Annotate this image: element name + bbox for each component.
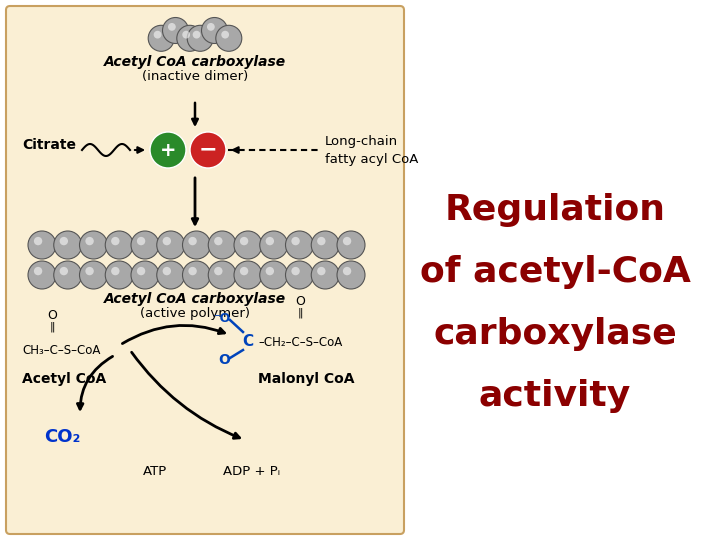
Circle shape	[240, 267, 248, 275]
Circle shape	[60, 267, 68, 275]
Circle shape	[214, 267, 222, 275]
Circle shape	[177, 25, 203, 51]
Text: Acetyl CoA carboxylase: Acetyl CoA carboxylase	[104, 55, 286, 69]
Circle shape	[34, 237, 42, 245]
Circle shape	[163, 267, 171, 275]
Circle shape	[54, 231, 82, 259]
Text: C: C	[243, 334, 253, 349]
Text: ‖: ‖	[297, 307, 302, 318]
Circle shape	[189, 267, 197, 275]
Circle shape	[131, 261, 159, 289]
Circle shape	[153, 31, 161, 38]
Circle shape	[311, 261, 339, 289]
Circle shape	[28, 231, 56, 259]
Text: O: O	[47, 309, 57, 322]
Circle shape	[286, 261, 313, 289]
Text: Acetyl CoA carboxylase: Acetyl CoA carboxylase	[104, 292, 286, 306]
Circle shape	[214, 237, 222, 245]
Text: ‖: ‖	[49, 321, 55, 332]
Text: fatty acyl CoA: fatty acyl CoA	[325, 153, 418, 166]
Circle shape	[182, 231, 210, 259]
Circle shape	[86, 237, 94, 245]
Circle shape	[157, 231, 185, 259]
Text: –CH₂–C–S–CoA: –CH₂–C–S–CoA	[258, 335, 342, 348]
Text: O: O	[218, 353, 230, 367]
Circle shape	[182, 261, 210, 289]
Circle shape	[189, 237, 197, 245]
Circle shape	[208, 261, 236, 289]
Circle shape	[148, 25, 174, 51]
Text: CH₃–C–S–CoA: CH₃–C–S–CoA	[22, 343, 100, 356]
Text: ADP + Pᵢ: ADP + Pᵢ	[223, 465, 281, 478]
Circle shape	[105, 231, 133, 259]
Circle shape	[286, 231, 313, 259]
Circle shape	[193, 31, 200, 38]
Circle shape	[137, 267, 145, 275]
Text: +: +	[160, 140, 176, 159]
Circle shape	[216, 25, 242, 51]
Text: carboxylase: carboxylase	[433, 317, 677, 351]
Circle shape	[260, 231, 288, 259]
Circle shape	[54, 261, 82, 289]
Circle shape	[105, 261, 133, 289]
Circle shape	[163, 237, 171, 245]
Circle shape	[207, 23, 215, 31]
Circle shape	[131, 231, 159, 259]
Circle shape	[202, 17, 228, 44]
Text: CO₂: CO₂	[44, 428, 80, 446]
Text: Long-chain: Long-chain	[325, 136, 398, 148]
Circle shape	[60, 237, 68, 245]
Circle shape	[266, 267, 274, 275]
Circle shape	[292, 237, 300, 245]
Circle shape	[157, 261, 185, 289]
Circle shape	[337, 261, 365, 289]
Circle shape	[260, 261, 288, 289]
Text: ⁻O: ⁻O	[212, 312, 230, 325]
Circle shape	[28, 261, 56, 289]
Circle shape	[79, 261, 107, 289]
Circle shape	[343, 267, 351, 275]
Circle shape	[240, 237, 248, 245]
Circle shape	[292, 267, 300, 275]
Circle shape	[150, 132, 186, 168]
Circle shape	[111, 237, 120, 245]
Text: of acetyl-CoA: of acetyl-CoA	[420, 255, 690, 289]
Text: (inactive dimer): (inactive dimer)	[142, 70, 248, 83]
Circle shape	[137, 237, 145, 245]
Circle shape	[187, 25, 213, 51]
Text: (active polymer): (active polymer)	[140, 307, 250, 320]
Circle shape	[337, 231, 365, 259]
Text: Malonyl CoA: Malonyl CoA	[258, 372, 354, 386]
Circle shape	[182, 31, 190, 38]
Circle shape	[111, 267, 120, 275]
Circle shape	[190, 132, 226, 168]
FancyBboxPatch shape	[6, 6, 404, 534]
Text: −: −	[199, 139, 217, 159]
Circle shape	[343, 237, 351, 245]
Circle shape	[266, 237, 274, 245]
Text: O: O	[295, 295, 305, 308]
Text: Acetyl CoA: Acetyl CoA	[22, 372, 107, 386]
Circle shape	[311, 231, 339, 259]
Text: activity: activity	[479, 379, 631, 413]
Text: ATP: ATP	[143, 465, 167, 478]
Circle shape	[317, 267, 325, 275]
Text: Citrate: Citrate	[22, 138, 76, 152]
Circle shape	[221, 31, 229, 38]
Circle shape	[79, 231, 107, 259]
Circle shape	[234, 231, 262, 259]
Circle shape	[234, 261, 262, 289]
Circle shape	[34, 267, 42, 275]
Text: Regulation: Regulation	[444, 193, 665, 227]
Circle shape	[317, 237, 325, 245]
Circle shape	[168, 23, 176, 31]
Circle shape	[208, 231, 236, 259]
Circle shape	[163, 17, 189, 44]
Circle shape	[86, 267, 94, 275]
